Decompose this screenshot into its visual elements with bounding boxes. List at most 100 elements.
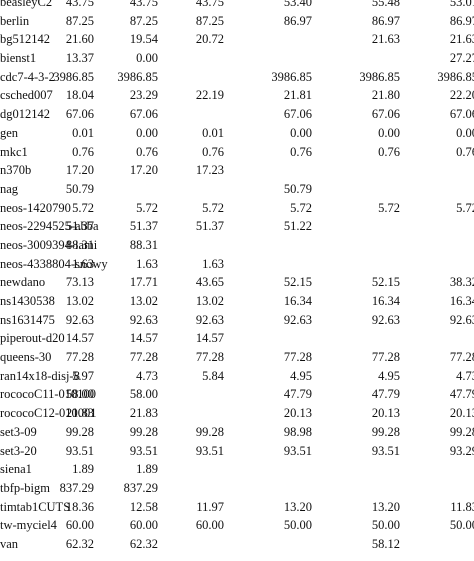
value-cell-col5: 21.63 — [371, 32, 400, 47]
instance-name-cell: berlin — [0, 13, 30, 28]
value-cell-col5: 99.28 — [371, 424, 400, 439]
value-cell-col1: 13.02 — [65, 294, 94, 308]
value-cell-col1: 92.63 — [65, 312, 94, 327]
value-cell-col2: 60.00 — [129, 518, 158, 533]
value-cell-col2: 99.28 — [129, 424, 158, 439]
value-cell-col1: 62.32 — [65, 536, 94, 551]
value-cell-col4: 67.06 — [283, 107, 312, 122]
value-cell-col5: 21.80 — [371, 88, 400, 103]
table-row: dg012142 67.06 67.06 67.06 67.06 67.06 — [0, 107, 474, 131]
value-cell-col6: 21.63 — [449, 32, 474, 47]
instance-name-cell: neos-2294525-abba — [0, 219, 99, 234]
value-cell-col3: 51.37 — [195, 219, 224, 234]
value-cell-col2: 67.06 — [129, 107, 158, 122]
value-cell-col3: 14.57 — [195, 331, 224, 346]
value-cell-col5: 92.63 — [371, 312, 400, 327]
value-cell-col1: 837.29 — [59, 480, 94, 495]
value-cell-col5: 5.72 — [378, 200, 400, 215]
value-cell-col4: 16.34 — [283, 294, 312, 308]
value-cell-col3: 43.65 — [195, 275, 224, 290]
table-row: neos-2294525-abba 51.37 51.37 51.37 51.22 — [0, 219, 474, 243]
value-cell-col4: 98.98 — [283, 424, 312, 439]
value-cell-col2: 5.72 — [136, 200, 158, 215]
instance-name-cell: csched007 — [0, 88, 53, 103]
value-cell-col2: 92.63 — [129, 312, 158, 327]
value-cell-col1: 50.79 — [65, 181, 94, 196]
value-cell-col2: 3986.85 — [117, 69, 158, 84]
value-cell-col5: 58.12 — [371, 536, 400, 551]
table-row: tbfp-bigm 837.29 837.29 — [0, 481, 474, 505]
value-cell-col3: 77.28 — [195, 350, 224, 365]
value-cell-col6: 11.83 — [450, 499, 474, 514]
value-cell-col1: 0.01 — [72, 125, 94, 140]
value-cell-col2: 88.31 — [129, 237, 158, 252]
value-cell-col2: 17.71 — [129, 275, 158, 290]
table-row: gen 0.01 0.00 0.01 0.00 0.00 0.00 — [0, 126, 474, 150]
value-cell-col3: 20.72 — [195, 32, 224, 47]
value-cell-col5: 4.95 — [378, 368, 400, 383]
value-cell-col3: 0.76 — [202, 144, 224, 159]
instance-name-cell: newdano — [0, 275, 46, 290]
table-row: csched007 18.04 23.29 22.19 21.81 21.80 22.20 — [0, 88, 474, 112]
value-cell-col4: 5.72 — [290, 200, 312, 215]
instance-name-cell: piperout-d20 — [0, 331, 65, 346]
table-row: neos-4338804-snowy 1.63 1.63 1.63 — [0, 257, 474, 281]
value-cell-col4: 20.13 — [283, 406, 312, 421]
value-cell-col5: 47.79 — [371, 387, 400, 402]
value-cell-col1: 77.28 — [65, 350, 94, 365]
value-cell-col5: 13.20 — [371, 499, 400, 514]
value-cell-col6: 86.97 — [449, 13, 474, 28]
value-cell-col5: 86.97 — [371, 13, 400, 28]
value-cell-col2: 14.57 — [129, 331, 158, 346]
instance-name-cell: dg012142 — [0, 107, 50, 122]
value-cell-col3: 92.63 — [195, 312, 224, 327]
table-row: cdc7-4-3-2 3986.85 3986.85 3986.85 3986.85 39… — [0, 70, 474, 94]
value-cell-col4: 50.79 — [283, 181, 312, 196]
instance-name-cell: cdc7-4-3-2 — [0, 69, 55, 84]
value-cell-col1: 88.31 — [65, 237, 94, 252]
value-cell-col3: 17.23 — [195, 163, 224, 178]
table-row: siena1 1.89 1.89 — [0, 462, 474, 486]
value-cell-col3: 0.01 — [202, 125, 224, 140]
instance-name-cell: siena1 — [0, 462, 32, 477]
table-row: nag 50.79 50.79 — [0, 182, 474, 206]
value-cell-col5: 50.00 — [371, 518, 400, 533]
value-cell-col2: 0.00 — [136, 125, 158, 140]
value-cell-col6: 20.13 — [449, 406, 474, 421]
table-row: ran14x18-disj-85.97 4.73 5.84 4.95 4.95 4.73 — [0, 369, 474, 393]
value-cell-col6: 99.28 — [449, 424, 474, 439]
value-cell-col2: 93.51 — [129, 443, 158, 458]
value-cell-col3: 1.63 — [202, 256, 224, 271]
value-cell-col5: 52.15 — [371, 275, 400, 290]
instance-name-cell: set3-20 — [0, 443, 37, 458]
value-cell-col3: 60.00 — [195, 518, 224, 533]
value-cell-col2: 1.63 — [136, 256, 158, 271]
value-cell-col2: 0.76 — [136, 144, 158, 159]
value-cell-col6: 93.29 — [449, 443, 474, 458]
table-row: piperout-d20 14.57 14.57 14.57 — [0, 331, 474, 355]
value-cell-col6: 67.06 — [449, 107, 474, 122]
value-cell-col4: 53.40 — [283, 0, 312, 9]
table-row: berlin 87.25 87.25 87.25 86.97 86.97 86.97 — [0, 14, 474, 38]
value-cell-col2: 43.75 — [129, 0, 158, 9]
value-cell-col4: 93.51 — [283, 443, 312, 458]
value-cell-col2: 12.58 — [129, 499, 158, 514]
table-row: ns1430538 13.02 13.02 13.02 16.34 16.34 16.34 — [0, 294, 474, 318]
value-cell-col1: 21.83 — [65, 406, 94, 421]
value-cell-col5: 55.48 — [371, 0, 400, 9]
instance-name-cell: set3-09 — [0, 424, 37, 439]
table-row: rococoC11-010100 58.00 58.00 47.79 47.79 47.7… — [0, 387, 474, 411]
value-cell-col6: 47.79 — [449, 387, 474, 402]
value-cell-col2: 0.00 — [136, 51, 158, 66]
value-cell-col1: 58.00 — [65, 387, 94, 402]
value-cell-col5: 20.13 — [371, 406, 400, 421]
value-cell-col1: 3986.85 — [53, 69, 94, 84]
value-cell-col2: 77.28 — [129, 350, 158, 365]
value-cell-col1: 13.37 — [65, 51, 94, 66]
value-cell-col3: 5.84 — [202, 368, 224, 383]
value-cell-col6: 0.00 — [456, 125, 474, 140]
table-row: neos-3009394-lami 88.31 88.31 — [0, 238, 474, 262]
value-cell-col4: 4.95 — [290, 368, 312, 383]
value-cell-col3: 22.19 — [195, 88, 224, 103]
value-cell-col5: 0.00 — [378, 125, 400, 140]
